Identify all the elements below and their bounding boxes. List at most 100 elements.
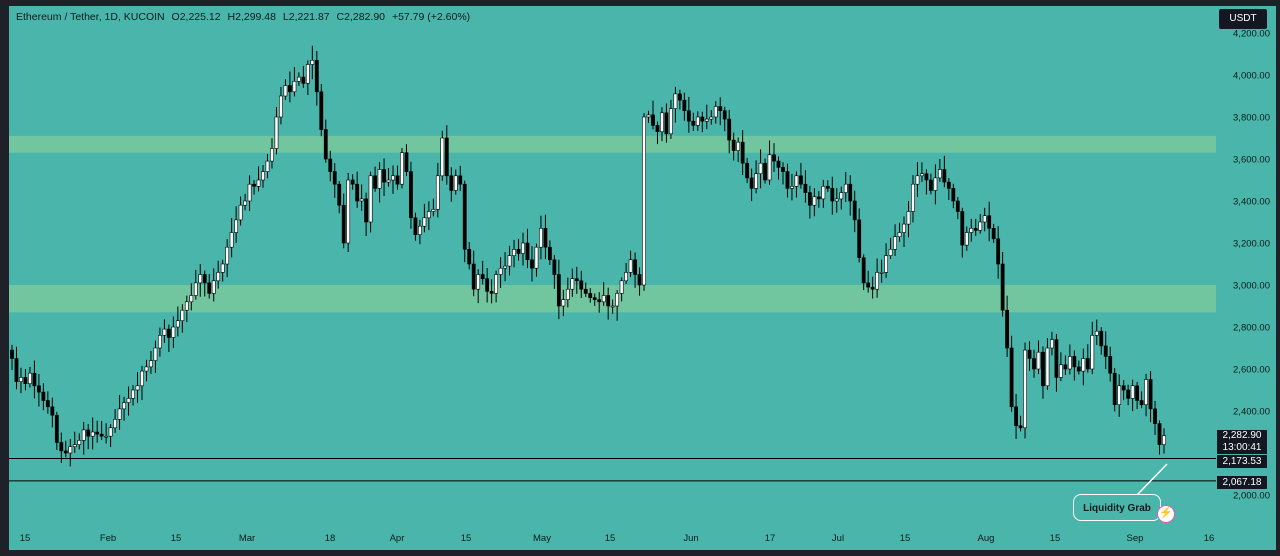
candle-down bbox=[727, 118, 732, 141]
candle-up bbox=[211, 280, 216, 294]
price-tick-label: 2,000.00 bbox=[1233, 491, 1270, 502]
candle-down bbox=[991, 228, 996, 240]
candle-up bbox=[839, 192, 844, 200]
currency-button[interactable]: USDT bbox=[1219, 9, 1267, 29]
time-tick-label: 16 bbox=[1204, 533, 1215, 544]
candle-up bbox=[359, 198, 364, 202]
candle-up bbox=[81, 429, 86, 441]
candle-down bbox=[319, 91, 324, 130]
price-axis-labels: 4,200.00 4,000.00 3,800.00 3,600.00 3,400.00… bbox=[1233, 29, 1270, 502]
candle-down bbox=[1054, 339, 1059, 378]
time-tick-label: 15 bbox=[1050, 533, 1061, 544]
candle-up bbox=[368, 175, 373, 223]
candle-up bbox=[570, 278, 575, 290]
candle-up bbox=[104, 435, 109, 438]
candle-up bbox=[400, 152, 404, 185]
candle-down bbox=[803, 183, 808, 193]
time-tick-label: 18 bbox=[325, 533, 336, 544]
candle-up bbox=[1162, 435, 1166, 445]
candle-down bbox=[467, 249, 472, 265]
time-axis-labels: 15 Feb 15 Mar 18 Apr 15 May 15 Jun 17 Jul 15 Aug 15 Sep… bbox=[20, 533, 1215, 544]
time-tick-label: 15 bbox=[20, 533, 31, 544]
candle-up bbox=[673, 93, 678, 109]
candle-up bbox=[1059, 364, 1063, 378]
candle-down bbox=[763, 162, 767, 181]
candle-up bbox=[305, 64, 310, 84]
candle-up bbox=[767, 154, 772, 181]
low-value: L2,221.87 bbox=[282, 11, 330, 23]
candle-down bbox=[489, 290, 494, 294]
candle-down bbox=[955, 200, 960, 212]
candle-down bbox=[1126, 389, 1131, 399]
candle-up bbox=[1117, 385, 1122, 405]
candle-down bbox=[50, 406, 55, 416]
time-axis[interactable]: 15 Feb 15 Mar 18 Apr 15 May 15 Jun 17 Jul 15 Aug 15 Sep… bbox=[9, 525, 1276, 550]
candle-down bbox=[731, 139, 736, 151]
candle-down bbox=[337, 183, 342, 206]
candle-up bbox=[90, 431, 95, 437]
candle-down bbox=[516, 249, 521, 254]
time-tick-label: 15 bbox=[605, 533, 616, 544]
symbol-title[interactable]: Ethereum / Tether, 1D, KUCOIN bbox=[16, 11, 165, 23]
chart-plot-area[interactable] bbox=[9, 6, 1216, 525]
time-tick-label: Feb bbox=[100, 533, 116, 544]
candle-up bbox=[498, 267, 503, 275]
candle-down bbox=[946, 181, 951, 189]
candle-up bbox=[790, 186, 794, 189]
candle-up bbox=[193, 282, 198, 296]
liquidity-grab-callout[interactable]: Liquidity Grab bbox=[1073, 494, 1161, 521]
candle-up bbox=[610, 305, 615, 308]
candle-down bbox=[637, 274, 642, 286]
candle-up bbox=[453, 175, 458, 191]
candle-up bbox=[386, 179, 391, 183]
time-tick-label: 15 bbox=[171, 533, 182, 544]
candle-up bbox=[521, 242, 525, 254]
supply-demand-zone bbox=[9, 135, 1216, 153]
time-tick-label: 17 bbox=[765, 533, 776, 544]
candle-down bbox=[960, 211, 965, 246]
candle-down bbox=[32, 372, 37, 387]
candle-up bbox=[149, 360, 153, 368]
candle-down bbox=[848, 183, 853, 202]
candle-up bbox=[158, 335, 162, 349]
candlestick-chart bbox=[9, 45, 1216, 496]
candle-down bbox=[583, 288, 588, 294]
candle-down bbox=[54, 414, 59, 443]
candle-up bbox=[642, 116, 646, 286]
close-value: C2,282.90 bbox=[336, 11, 386, 23]
lightning-icon[interactable]: ⚡ bbox=[1157, 505, 1175, 523]
candle-up bbox=[834, 198, 839, 202]
candle-down bbox=[597, 299, 602, 303]
candle-up bbox=[1050, 339, 1054, 349]
candle-up bbox=[265, 160, 270, 172]
candle-up bbox=[310, 59, 315, 65]
candle-down bbox=[740, 141, 745, 164]
price-tick-label: 3,200.00 bbox=[1233, 239, 1270, 250]
candle-up bbox=[561, 299, 566, 307]
candle-up bbox=[431, 209, 436, 212]
candle-up bbox=[615, 293, 620, 307]
candle-up bbox=[122, 402, 126, 410]
candle-up bbox=[660, 112, 664, 133]
candle-down bbox=[444, 137, 449, 177]
symbol-legend: Ethereum / Tether, 1D, KUCOIN O2,225.12 … bbox=[16, 11, 474, 23]
candle-down bbox=[166, 328, 171, 338]
candle-up bbox=[144, 366, 149, 372]
candle-down bbox=[525, 242, 530, 261]
candle-up bbox=[135, 385, 140, 391]
candle-up bbox=[1067, 356, 1072, 370]
candle-down bbox=[664, 112, 669, 135]
candle-up bbox=[216, 272, 221, 282]
candle-up bbox=[261, 171, 265, 181]
price-tick-label: 2,600.00 bbox=[1233, 365, 1270, 376]
candle-up bbox=[171, 326, 176, 338]
candle-up bbox=[72, 444, 77, 448]
candle-down bbox=[1063, 364, 1068, 370]
time-tick-label: May bbox=[533, 533, 551, 544]
candle-up bbox=[646, 114, 651, 118]
candle-up bbox=[270, 148, 274, 162]
candle-down bbox=[924, 173, 929, 181]
candle-down bbox=[942, 169, 947, 183]
candle-down bbox=[682, 99, 687, 111]
candle-up bbox=[256, 179, 261, 187]
